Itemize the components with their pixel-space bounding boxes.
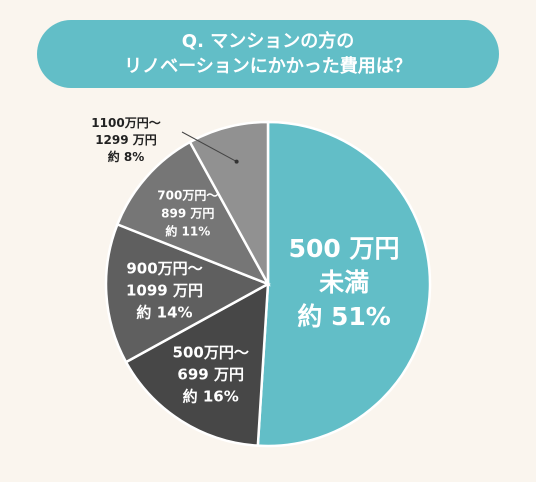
pie-slice-2 — [124, 281, 270, 448]
pie-slice-1 — [256, 120, 432, 448]
slice-range-label: 500 万円 — [289, 234, 400, 263]
slice-label-2: 500万円〜 699 万円約 16% — [173, 343, 249, 405]
slice-label-4: 700万円〜 899 万円約 11% — [157, 188, 218, 238]
slice-percent-label: 約 16% — [183, 387, 239, 405]
slice-range-label: 500万円〜 — [173, 343, 249, 361]
slice-range-label: 899 万円 — [161, 206, 214, 220]
chart-title-banner: Q. マンションの方の リノベーションにかかった費用は？ — [37, 20, 499, 88]
slice-range-label: 未満 — [319, 268, 369, 297]
pie-slice-5 — [188, 120, 270, 285]
leader-line — [181, 131, 237, 163]
slice-range-label: 900万円〜 — [126, 260, 202, 278]
leader-dot — [234, 159, 239, 164]
slice-percent-label: 約 14% — [136, 304, 192, 322]
slice-range-label: 1099 万円 — [126, 282, 203, 300]
slice-percent-label: 約 51% — [297, 302, 391, 331]
chart-title-line-1: Q. マンションの方の — [181, 31, 355, 52]
pie-slice-4 — [115, 140, 271, 287]
slice-percent-label: 約 8% — [108, 149, 145, 164]
slice-label-5: 1100万円〜 1299 万円約 8% — [91, 116, 160, 164]
slice-range-label: 1100万円〜 — [91, 116, 160, 130]
slice-range-label: 1299 万円 — [95, 133, 157, 147]
pie-slice-3 — [104, 222, 271, 364]
slice-percent-label: 約 11% — [165, 223, 210, 238]
slice-range-label: 699 万円 — [177, 365, 244, 383]
chart-title-line-2: リノベーションにかかった費用は？ — [124, 56, 412, 77]
slice-range-label: 700万円〜 — [157, 188, 218, 202]
slice-label-3: 900万円〜 1099 万円約 14% — [126, 260, 203, 322]
